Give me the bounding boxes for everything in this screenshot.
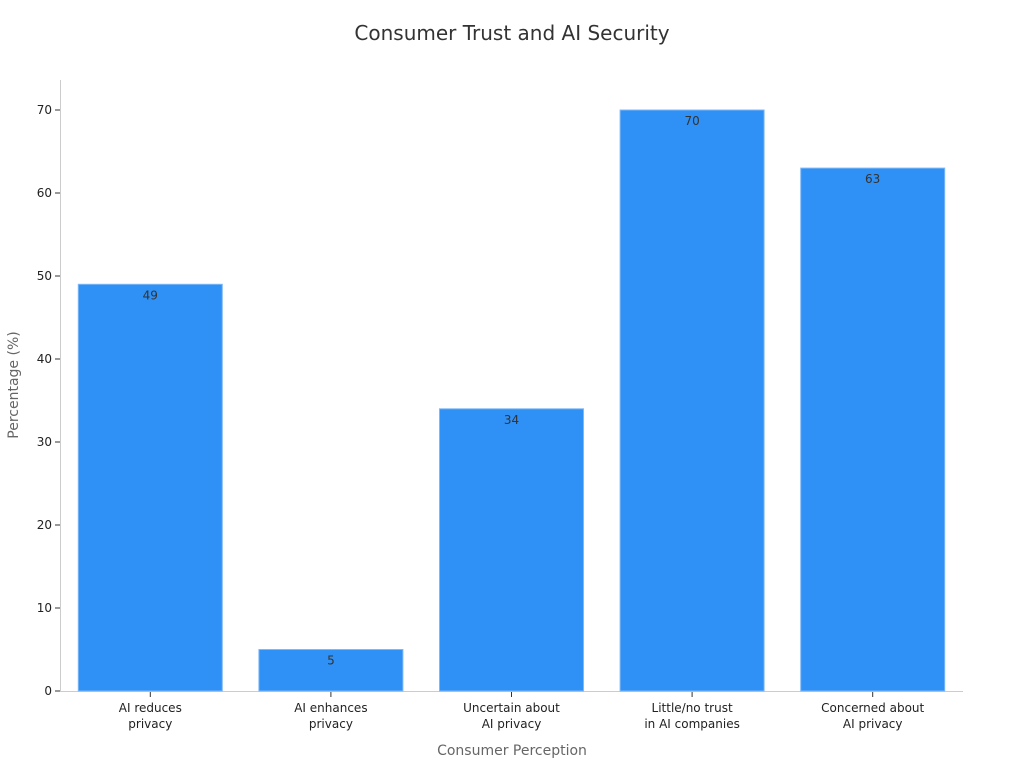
y-tick-label: 40 — [37, 352, 52, 366]
data-label: 49 — [143, 288, 158, 302]
bar — [77, 283, 223, 692]
y-tick-label: 70 — [37, 103, 52, 117]
data-label: 63 — [865, 172, 880, 186]
y-axis-label: Percentage (%) — [6, 331, 22, 438]
bar — [619, 109, 765, 692]
chart-title: Consumer Trust and AI Security — [354, 21, 669, 45]
x-tick-label: Uncertain about — [463, 701, 560, 715]
x-axis-label: Consumer Perception — [437, 743, 587, 759]
bar — [258, 649, 404, 692]
y-tick-label: 50 — [37, 269, 52, 283]
bar — [439, 408, 584, 692]
x-tick-label: AI enhances — [294, 701, 367, 715]
data-label: 5 — [327, 654, 335, 668]
data-label: 34 — [504, 413, 519, 427]
x-tick-label: Concerned about — [821, 701, 924, 715]
y-tick-label: 20 — [37, 518, 52, 532]
x-tick-label: AI privacy — [843, 717, 903, 731]
bar — [800, 167, 946, 692]
y-tick-label: 0 — [44, 684, 52, 698]
y-tick-label: 60 — [37, 186, 52, 200]
x-tick-label: AI reduces — [119, 701, 182, 715]
x-tick-label: privacy — [309, 717, 353, 731]
y-tick-label: 30 — [37, 435, 52, 449]
x-tick-label: Little/no trust — [652, 701, 733, 715]
data-label: 70 — [684, 114, 699, 128]
x-tick-label: AI privacy — [482, 717, 542, 731]
x-tick-label: privacy — [128, 717, 172, 731]
y-tick-label: 10 — [37, 601, 52, 615]
x-tick-label: in AI companies — [644, 717, 740, 731]
